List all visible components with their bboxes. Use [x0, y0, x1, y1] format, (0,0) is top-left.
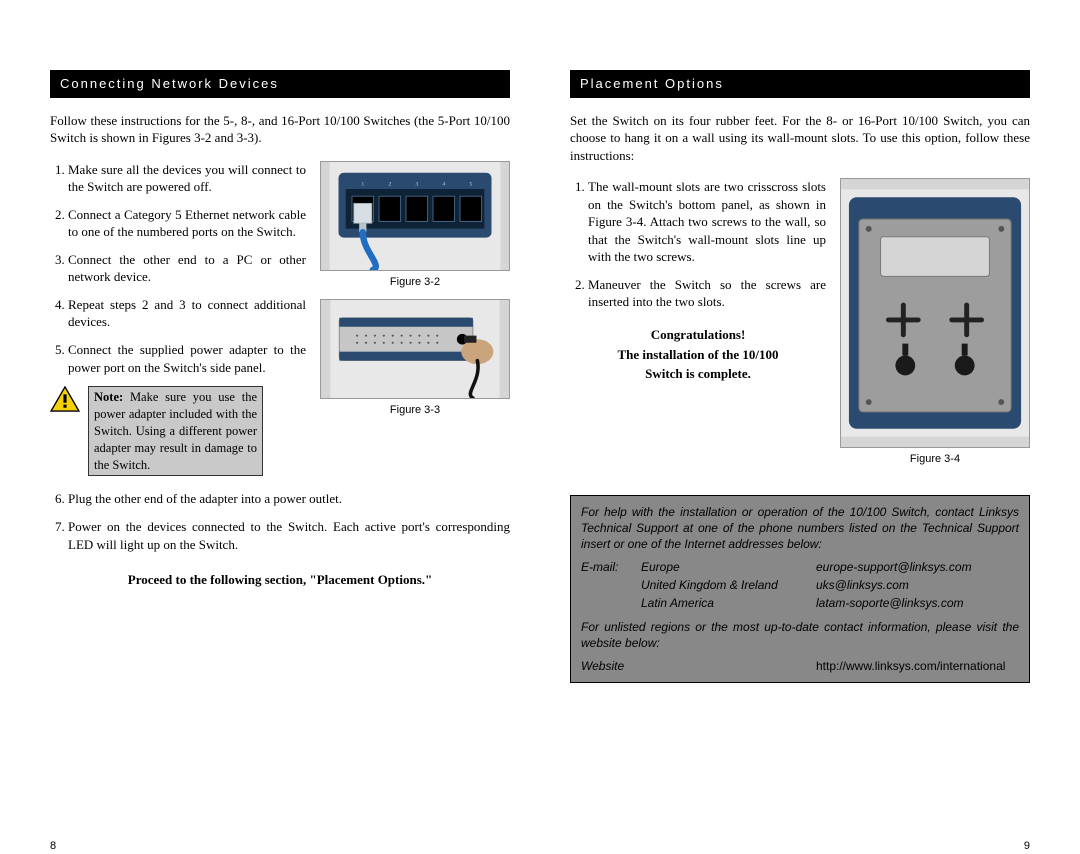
- svg-text:5: 5: [469, 181, 472, 187]
- support-unlisted: For unlisted regions or the most up-to-d…: [581, 619, 1019, 651]
- steps-list-right: The wall-mount slots are two crisscross …: [570, 178, 826, 311]
- page-left: Connecting Network Devices Follow these …: [50, 70, 510, 814]
- website-label: Website: [581, 658, 816, 674]
- svg-text:1: 1: [361, 181, 364, 187]
- region-uk: United Kingdom & Ireland: [641, 577, 816, 593]
- note-label: Note:: [94, 390, 123, 404]
- r-step-2: Maneuver the Switch so the screws are in…: [588, 276, 826, 311]
- support-intro: For help with the installation or operat…: [581, 504, 1019, 553]
- support-row-uk: United Kingdom & Ireland uks@linksys.com: [581, 577, 1019, 593]
- step-6: Plug the other end of the adapter into a…: [68, 490, 510, 508]
- right-columns: The wall-mount slots are two crisscross …: [570, 178, 1030, 477]
- step-1: Make sure all the devices you will conne…: [68, 161, 306, 196]
- email-label: E-mail:: [581, 559, 641, 575]
- region-europe: Europe: [641, 559, 816, 575]
- region-latam: Latin America: [641, 595, 816, 611]
- steps-list-left: Make sure all the devices you will conne…: [50, 161, 306, 376]
- congrats-line-2: The installation of the 10/100: [570, 345, 826, 365]
- congrats-line-1: Congratulations!: [570, 325, 826, 345]
- proceed-text: Proceed to the following section, "Place…: [50, 571, 510, 589]
- note-box: Note: Make sure you use the power adapte…: [88, 386, 263, 476]
- svg-text:3: 3: [415, 181, 418, 187]
- figure-3-3-caption: Figure 3-3: [320, 403, 510, 418]
- figure-column: 1 2 3 4 5 Figure 3-2: [320, 161, 510, 491]
- support-row-website: Website http://www.linksys.com/internati…: [581, 658, 1019, 674]
- steps-list-left-cont: Plug the other end of the adapter into a…: [50, 490, 510, 553]
- figure-3-4-caption: Figure 3-4: [840, 452, 1030, 467]
- section-header-left: Connecting Network Devices: [50, 70, 510, 98]
- addr-europe: europe-support@linksys.com: [816, 559, 1019, 575]
- step-7: Power on the devices connected to the Sw…: [68, 518, 510, 553]
- right-figure-column: Figure 3-4: [840, 178, 1030, 477]
- svg-text:4: 4: [442, 181, 445, 187]
- addr-latam: latam-soporte@linksys.com: [816, 595, 1019, 611]
- step-2: Connect a Category 5 Ethernet network ca…: [68, 206, 306, 241]
- step-4: Repeat steps 2 and 3 to connect addition…: [68, 296, 306, 331]
- support-row-latam: Latin America latam-soporte@linksys.com: [581, 595, 1019, 611]
- figure-3-2-caption: Figure 3-2: [320, 275, 510, 290]
- addr-uk: uks@linksys.com: [816, 577, 1019, 593]
- page-number-left: 8: [50, 839, 56, 854]
- page-right: Placement Options Set the Switch on its …: [570, 70, 1030, 814]
- warning-icon: [50, 386, 80, 412]
- intro-left: Follow these instructions for the 5-, 8-…: [50, 112, 510, 147]
- congratulations-block: Congratulations! The installation of the…: [570, 325, 826, 384]
- step-5: Connect the supplied power adapter to th…: [68, 341, 306, 376]
- svg-text:2: 2: [388, 181, 391, 187]
- website-url: http://www.linksys.com/international: [816, 658, 1019, 674]
- figure-3-2-image: 1 2 3 4 5: [320, 161, 510, 271]
- step-3: Connect the other end to a PC or other n…: [68, 251, 306, 286]
- figure-3-3-image: [320, 299, 510, 399]
- congrats-line-3: Switch is complete.: [570, 364, 826, 384]
- r-step-1: The wall-mount slots are two crisscross …: [588, 178, 826, 266]
- right-text-column: The wall-mount slots are two crisscross …: [570, 178, 826, 477]
- intro-right: Set the Switch on its four rubber feet. …: [570, 112, 1030, 165]
- steps-and-figures: Make sure all the devices you will conne…: [50, 161, 510, 491]
- figure-3-4-image: [840, 178, 1030, 448]
- section-header-right: Placement Options: [570, 70, 1030, 98]
- page-number-right: 9: [1024, 839, 1030, 854]
- steps-column: Make sure all the devices you will conne…: [50, 161, 306, 491]
- support-row-europe: E-mail: Europe europe-support@linksys.co…: [581, 559, 1019, 575]
- support-box: For help with the installation or operat…: [570, 495, 1030, 683]
- note-row: Note: Make sure you use the power adapte…: [50, 386, 306, 476]
